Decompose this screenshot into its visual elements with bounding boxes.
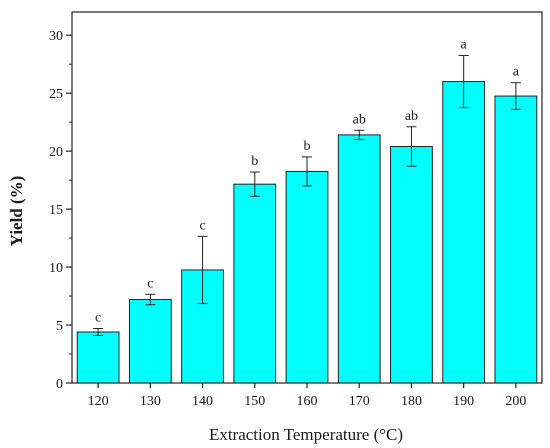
x-tick-label: 150 (244, 394, 265, 409)
significance-label: c (147, 276, 153, 291)
bar (494, 95, 538, 384)
significance-label: ab (405, 109, 418, 124)
x-tick-label: 200 (505, 394, 526, 409)
x-tick-label: 130 (140, 394, 161, 409)
bars (76, 81, 538, 384)
significance-label: a (513, 65, 520, 80)
y-tick-label: 15 (49, 203, 63, 218)
significance-label: c (95, 311, 101, 326)
plot-frame (71, 11, 543, 384)
x-tick-label: 180 (401, 394, 422, 409)
significance-label: ab (353, 112, 366, 127)
x-tick-label: 120 (88, 394, 109, 409)
bar (337, 134, 381, 384)
x-tick-label: 140 (192, 394, 213, 409)
y-axis-title: Yield (%) (7, 176, 26, 247)
x-tick-label: 190 (453, 394, 474, 409)
significance-labels: c c c b b ab ab a a (95, 37, 520, 325)
x-tick-label: 160 (297, 394, 318, 409)
bar (181, 269, 224, 384)
y-tick-label: 30 (49, 29, 63, 44)
bar (390, 145, 433, 384)
significance-label: c (199, 218, 205, 233)
y-tick-label: 20 (49, 145, 63, 160)
significance-label: b (304, 139, 311, 154)
bar (233, 183, 277, 384)
bar (128, 299, 172, 384)
bar (76, 331, 120, 384)
y-tick-label: 5 (56, 319, 63, 334)
significance-label: b (251, 154, 258, 169)
y-tick-label: 10 (49, 261, 63, 276)
x-axis-ticks: 120 130 140 150 160 170 180 190 200 (88, 383, 526, 409)
x-axis-title: Extraction Temperature (°C) (209, 425, 403, 444)
y-axis-ticks: 0 5 10 15 20 25 30 (49, 29, 72, 392)
y-tick-label: 0 (56, 377, 63, 392)
bar (285, 170, 329, 384)
bar (442, 81, 486, 384)
x-tick-label: 170 (349, 394, 370, 409)
y-tick-label: 25 (49, 87, 63, 102)
error-bars (93, 54, 521, 336)
significance-label: a (461, 37, 468, 52)
